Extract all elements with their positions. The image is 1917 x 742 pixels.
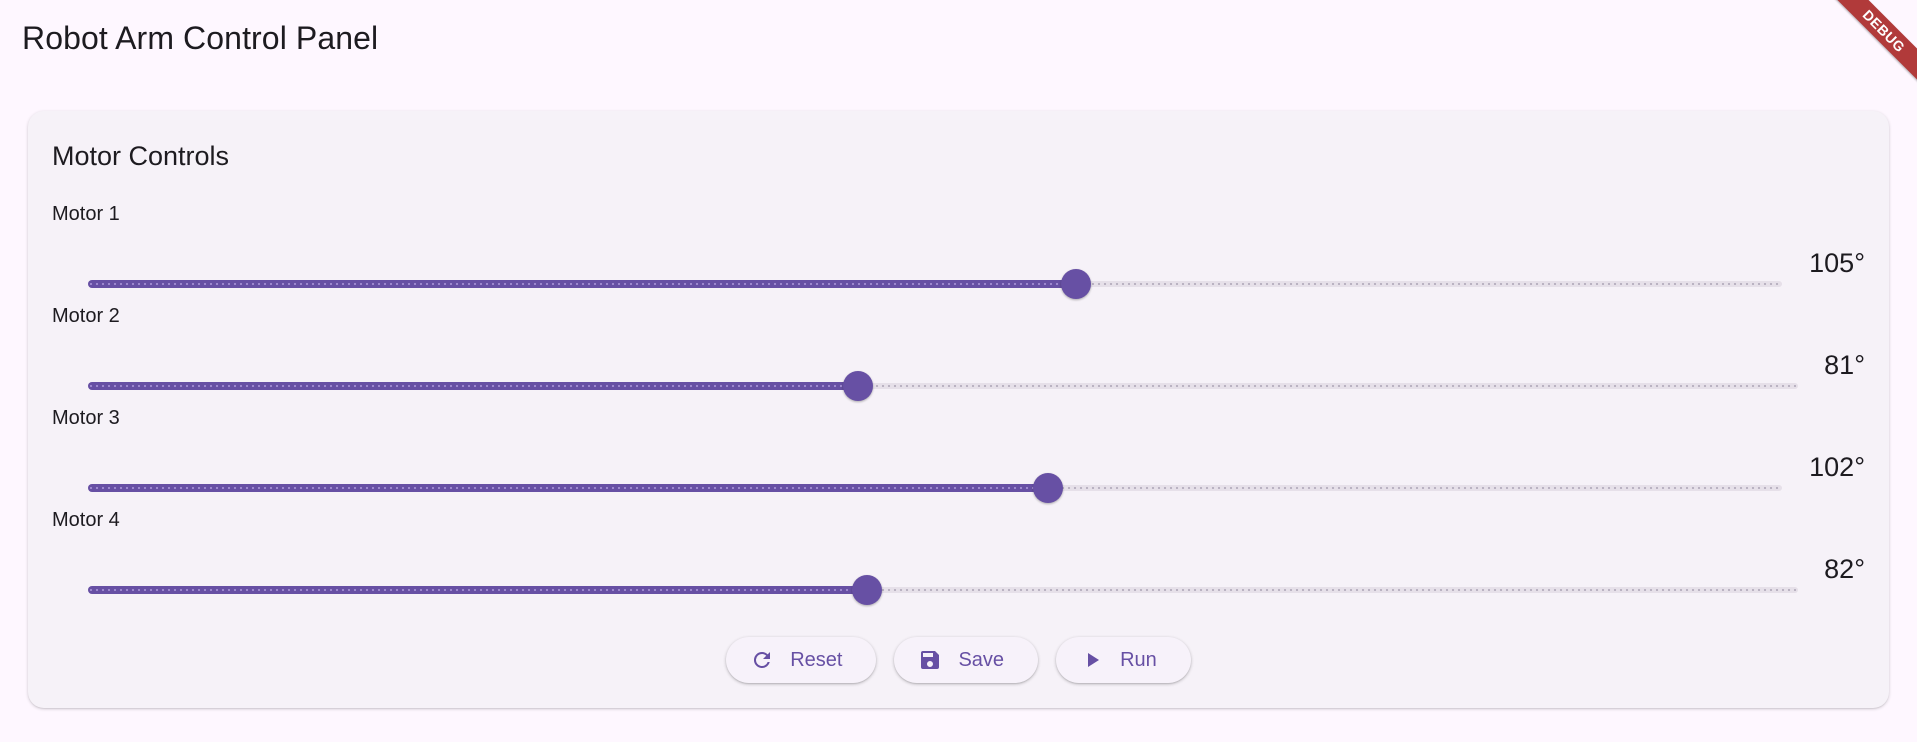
play-icon [1080,648,1104,672]
debug-banner: DEBUG [1827,0,1917,90]
slider-active-ticks [88,385,858,387]
motor-2-value: 81° [1824,350,1865,380]
refresh-icon [750,648,774,672]
slider-active-ticks [88,589,867,591]
motor-4-label: Motor 4 [52,509,120,531]
save-button[interactable]: Save [894,637,1039,683]
run-button-label: Run [1120,648,1157,671]
save-button-label: Save [958,648,1005,671]
motor-2-label: Motor 2 [52,305,120,327]
reset-button[interactable]: Reset [726,637,877,683]
slider-track-ticks [88,589,1798,591]
motor-3-value: 102° [1809,452,1865,482]
motor-4-slider[interactable] [88,570,1798,610]
slider-thumb[interactable] [843,371,873,401]
slider-active-ticks [88,283,1076,285]
slider-thumb[interactable] [852,575,882,605]
motor-2-slider[interactable] [88,366,1798,406]
slider-thumb[interactable] [1061,269,1091,299]
debug-banner-label: DEBUG [1830,0,1917,85]
slider-thumb[interactable] [1033,473,1063,503]
action-button-row: Reset Save Run [28,637,1889,683]
motor-4-value: 82° [1824,554,1865,584]
motor-1-value: 105° [1809,248,1865,278]
card-title: Motor Controls [52,141,230,171]
slider-active-ticks [88,487,1048,489]
run-button[interactable]: Run [1056,637,1191,683]
app-title: Robot Arm Control Panel [22,20,379,56]
reset-button-label: Reset [790,648,843,671]
motor-3-slider[interactable] [88,468,1782,508]
motor-3-label: Motor 3 [52,407,120,429]
motor-1-label: Motor 1 [52,203,120,225]
motor-controls-card: Motor Controls Motor 1 105° Motor 2 81° … [28,111,1889,708]
slider-track-ticks [88,385,1798,387]
motor-1-slider[interactable] [88,264,1782,304]
save-icon [918,648,942,672]
